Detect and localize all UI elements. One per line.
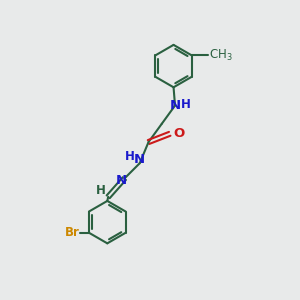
Text: Br: Br <box>65 226 80 239</box>
Text: H: H <box>181 98 191 111</box>
Text: N: N <box>134 153 145 166</box>
Text: H: H <box>96 184 106 197</box>
Text: N: N <box>169 99 181 112</box>
Text: CH$_3$: CH$_3$ <box>209 48 232 63</box>
Text: O: O <box>174 127 185 140</box>
Text: N: N <box>116 173 127 187</box>
Text: H: H <box>125 150 135 163</box>
